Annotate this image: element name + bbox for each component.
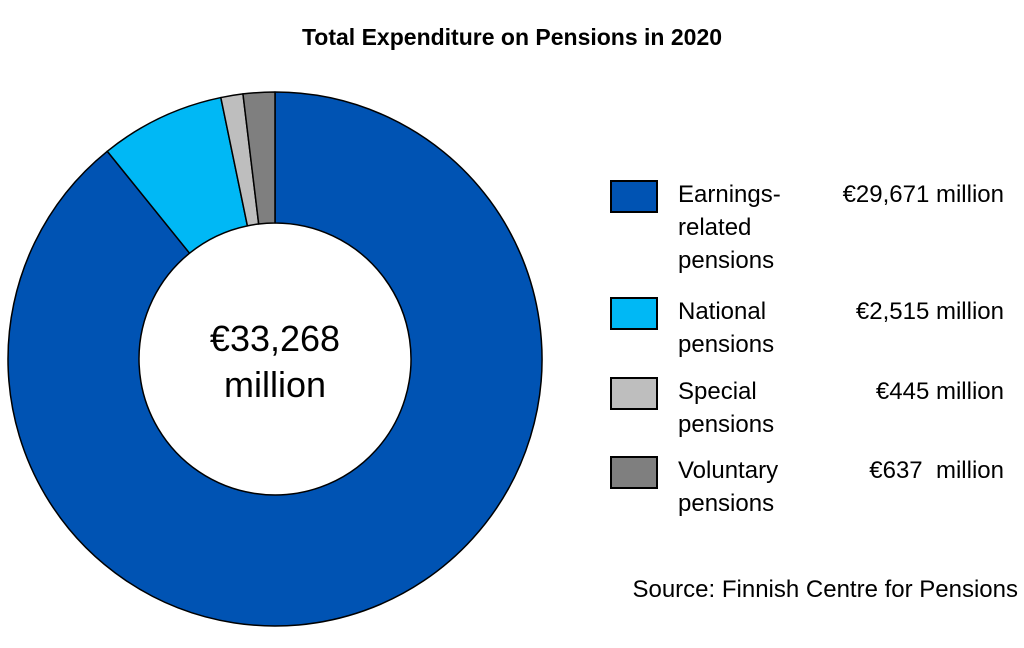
- center-total-amount: €33,268: [209, 318, 341, 359]
- legend-label-line: Earnings-: [678, 181, 781, 208]
- source-note: Source: Finnish Centre for Pensions: [632, 576, 1018, 603]
- legend-swatch-earnings-related: [610, 180, 658, 213]
- legend-label-line: pensions: [678, 247, 775, 274]
- donut-slice-earnings-related-pensions: [7, 91, 543, 627]
- legend-value-earnings-related: €29,671 million: [842, 181, 1004, 208]
- legend-value-voluntary: €637 million: [869, 457, 1004, 484]
- legend-label-line: pensions: [678, 411, 775, 438]
- legend-swatch-voluntary: [610, 456, 658, 489]
- legend-swatch-national: [610, 297, 658, 330]
- legend-label-special: Special pensions: [678, 375, 808, 441]
- legend-value-special: €445 million: [875, 378, 1004, 405]
- legend-label-line: related: [678, 214, 752, 241]
- legend-value-national: €2,515 million: [855, 298, 1004, 325]
- legend-label-line: Voluntary: [678, 457, 779, 484]
- donut-slice-voluntary-pensions: [242, 91, 276, 225]
- legend-label-line: pensions: [678, 490, 775, 517]
- center-total-unit: million: [223, 364, 327, 405]
- legend-swatch-special: [610, 377, 658, 410]
- chart-title: Total Expenditure on Pensions in 2020: [301, 24, 723, 50]
- legend-label-earnings-related: Earnings- related pensions: [678, 178, 808, 277]
- center-total-label: €33,268 million: [155, 316, 395, 408]
- legend-label-line: National: [678, 298, 767, 325]
- legend-label-national: National pensions: [678, 295, 808, 361]
- legend-label-line: pensions: [678, 331, 775, 358]
- legend-label-voluntary: Voluntary pensions: [678, 454, 808, 520]
- legend-label-line: Special: [678, 378, 757, 405]
